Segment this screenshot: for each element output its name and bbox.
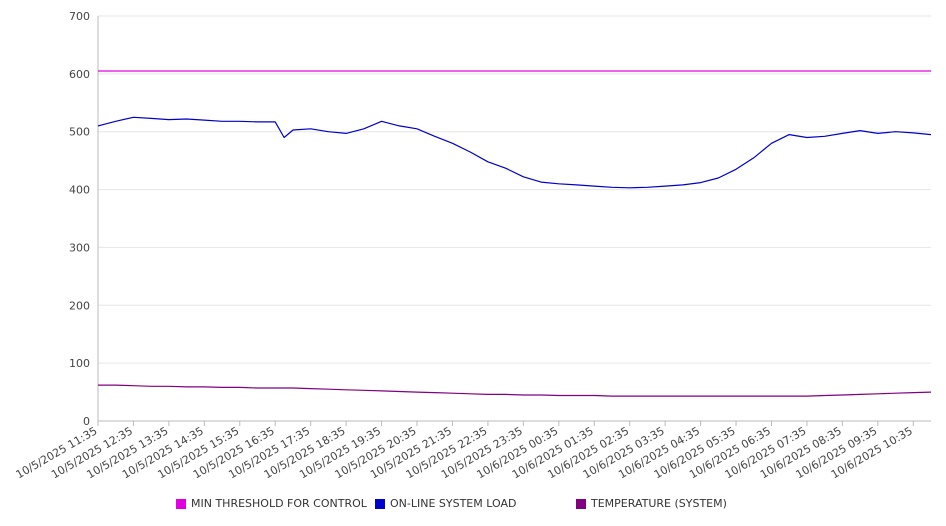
y-tick-label: 0 <box>83 415 90 428</box>
y-tick-label: 100 <box>69 357 90 370</box>
series-line-temperature-system <box>98 384 932 397</box>
legend-label: ON-LINE SYSTEM LOAD <box>390 497 517 510</box>
legend-swatch <box>176 498 186 509</box>
legend-label: TEMPERATURE (SYSTEM) <box>591 497 727 510</box>
legend-item[interactable]: ON-LINE SYSTEM LOAD <box>375 497 516 510</box>
series-line-on-line-system-load <box>97 116 932 189</box>
y-tick-label: 200 <box>69 299 90 312</box>
legend-item[interactable]: TEMPERATURE (SYSTEM) <box>576 497 727 510</box>
legend: MIN THRESHOLD FOR CONTROL ON-LINE SYSTEM … <box>0 497 946 515</box>
legend-swatch <box>375 498 385 509</box>
legend-swatch <box>576 498 586 509</box>
legend-item[interactable]: MIN THRESHOLD FOR CONTROL <box>176 497 367 510</box>
y-tick-label: 600 <box>69 68 90 81</box>
axes <box>97 16 931 426</box>
y-tick-label: 700 <box>69 10 90 23</box>
y-axis-ticks: 0 100 200 300 400 500 600 700 <box>69 10 90 428</box>
y-tick-label: 400 <box>69 184 90 197</box>
grid-lines <box>98 15 931 364</box>
series-lines <box>97 70 932 397</box>
legend-label: MIN THRESHOLD FOR CONTROL <box>191 497 367 510</box>
y-tick-label: 300 <box>69 241 90 254</box>
y-tick-label: 500 <box>69 126 90 139</box>
